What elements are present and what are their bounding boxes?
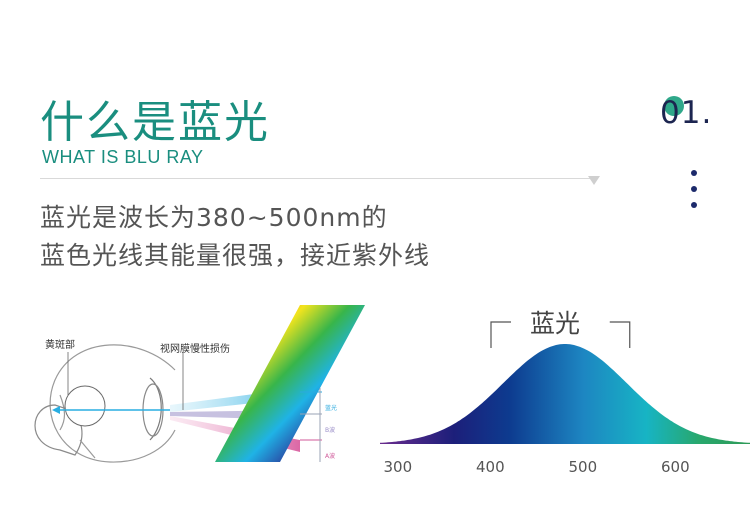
macula-circle-icon (64, 385, 106, 427)
spectrum-area (380, 344, 750, 444)
vertical-dot-icon (691, 186, 697, 192)
retina-damage-label: 视网膜慢性损伤 (160, 344, 230, 355)
x-tick-label: 600 (661, 458, 690, 476)
macula-label: 黄斑部 (45, 340, 75, 351)
rainbow-prism (215, 305, 365, 462)
ray-arrow-icon (52, 406, 60, 414)
section-number: 01. (660, 95, 713, 131)
description-line-1: 蓝光是波长为380~500nm的 (40, 203, 388, 232)
divider-triangle-icon (588, 176, 600, 185)
x-tick-label: 300 (383, 458, 413, 476)
blue-light-bracket (490, 321, 631, 348)
x-tick-label: 500 (568, 458, 598, 476)
section-number-dot-icon (664, 96, 684, 116)
title-divider (40, 178, 590, 179)
spectrum-bracket (300, 388, 322, 462)
page-title: 什么是蓝光 (40, 97, 270, 148)
x-tick-label: 400 (476, 458, 505, 476)
spectrum-chart (380, 321, 750, 444)
band-label-b: B波 (325, 427, 336, 434)
chart-title: 蓝光 (530, 309, 581, 338)
vertical-dot-icon (691, 202, 697, 208)
vertical-dot-icon (691, 170, 697, 176)
band-label-blue: 蓝光 (325, 405, 338, 412)
page-subtitle: WHAT IS BLU RAY (42, 147, 204, 167)
description-line-2: 蓝色光线其能量很强，接近紫外线 (40, 241, 431, 270)
band-label-a: A波 (325, 453, 336, 460)
